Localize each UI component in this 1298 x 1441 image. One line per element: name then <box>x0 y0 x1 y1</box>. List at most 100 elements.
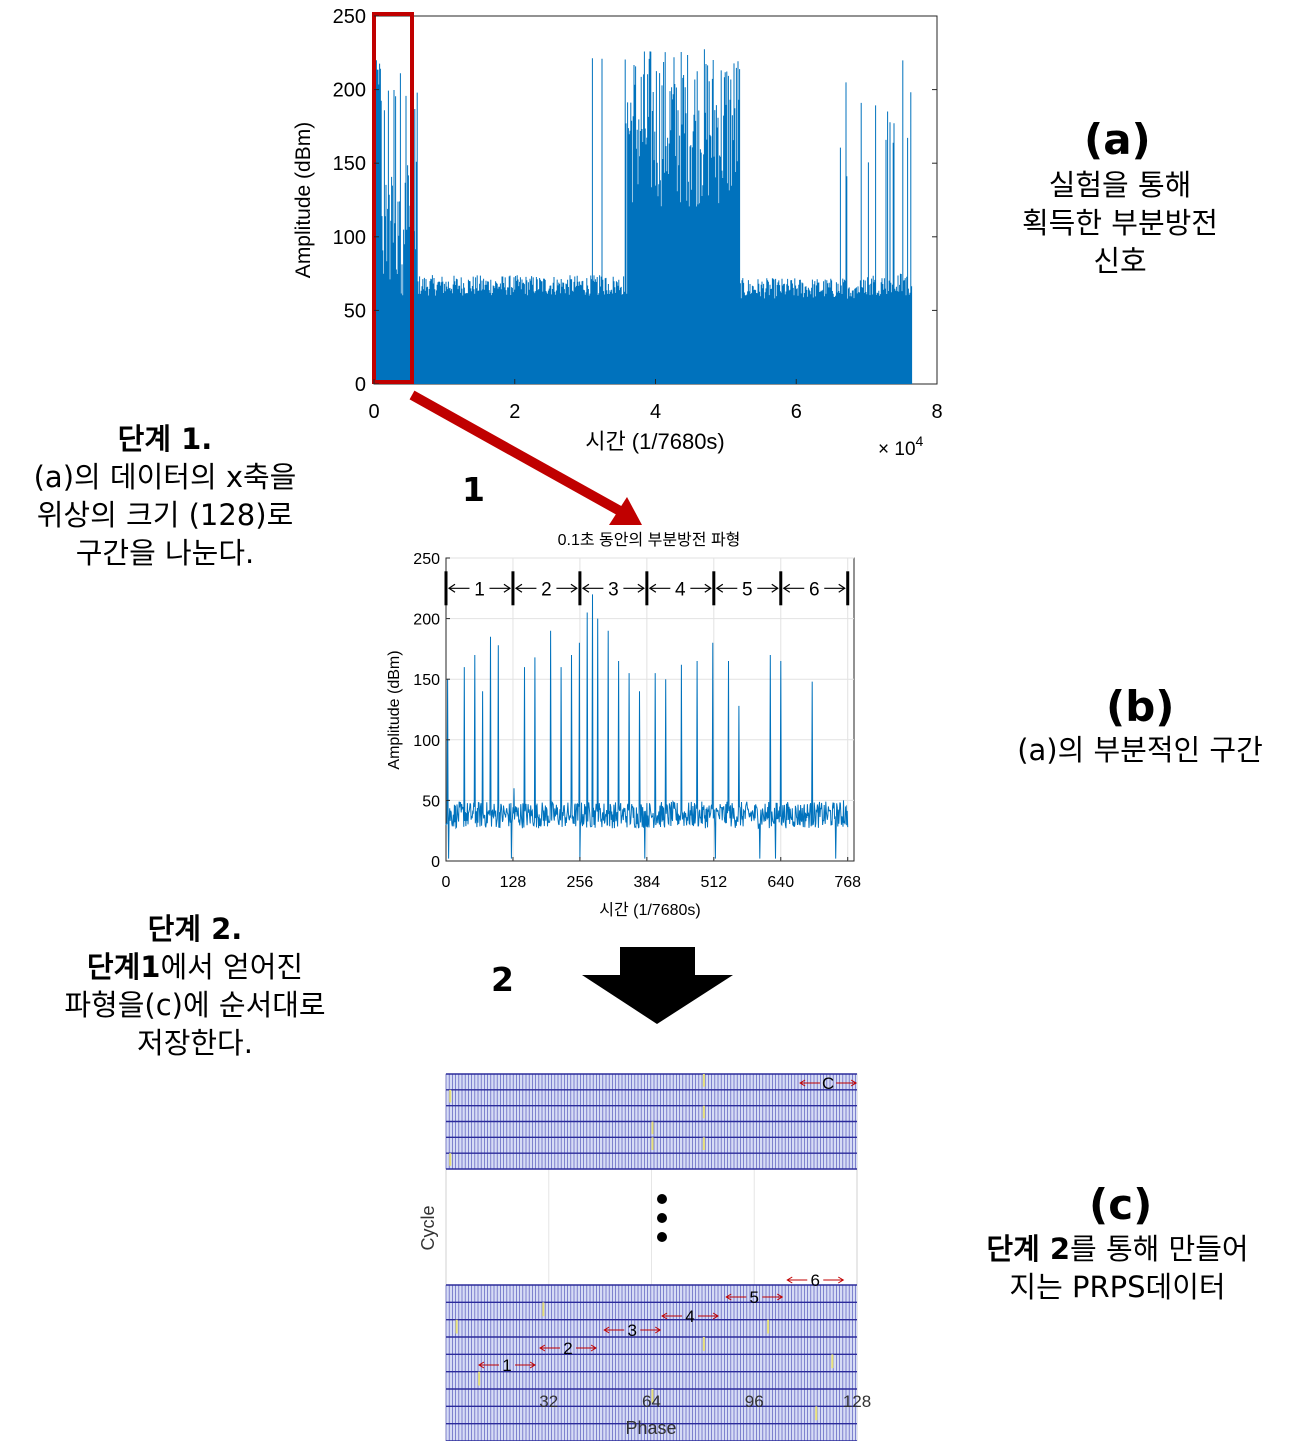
row-arrowhead <box>850 1079 858 1087</box>
panel-a-highlight-box <box>372 12 414 384</box>
prps-peak <box>651 1137 654 1150</box>
x-tick-label: 512 <box>700 874 727 891</box>
row-arrowhead <box>725 1293 732 1301</box>
segment-arrowhead <box>715 583 724 593</box>
panel-a-xticks: 0 2 4 6 8 <box>368 379 943 423</box>
x-tick-label: 64 <box>642 1392 661 1411</box>
x-tick-label: 768 <box>834 874 861 891</box>
panel-c-bottom-rows <box>445 1284 857 1441</box>
row-arrowhead <box>603 1326 610 1334</box>
step2-arrow <box>582 947 733 1024</box>
prps-peak <box>831 1354 834 1369</box>
x-tick-label: 128 <box>843 1392 871 1411</box>
y-tick-label: 200 <box>333 80 366 102</box>
row-arrowhead <box>712 1312 720 1320</box>
y-tick-label: 50 <box>422 793 440 810</box>
step1-arrow-number: 1 <box>462 470 485 509</box>
row-arrowhead <box>539 1344 546 1352</box>
row-label: 6 <box>811 1271 820 1290</box>
panel-b-title: 0.1초 동안의 부분방전 파형 <box>558 531 741 549</box>
panel-c-caption-line2: 지는 PRPS데이터 <box>1009 1270 1226 1304</box>
x-tick-label: 0 <box>442 874 451 891</box>
step2-line1-rest: 에서 얻어진 <box>160 950 304 984</box>
x-tick-label: 2 <box>509 401 520 423</box>
y-tick-label: 0 <box>431 854 440 871</box>
ellipsis-dots <box>657 1194 667 1242</box>
y-tick-label: 100 <box>413 733 440 750</box>
row-arrowhead <box>529 1361 536 1369</box>
row-label: 4 <box>685 1307 694 1326</box>
panel-c-row-labels: 1 2 3 4 5 6 C <box>478 1074 858 1375</box>
segment-arrowhead <box>771 583 779 593</box>
prps-peak <box>478 1371 481 1386</box>
x-tick-label: 8 <box>931 401 942 423</box>
row-label: 1 <box>502 1356 511 1375</box>
panel-b-ylabel: Amplitude (dBm) <box>386 650 403 769</box>
segment-arrowhead <box>447 583 456 593</box>
step1-line: (a)의 데이터의 x축을 <box>33 460 297 494</box>
step2-arrow-number: 2 <box>491 960 514 999</box>
x-tick-label: 32 <box>539 1392 558 1411</box>
row-arrowhead <box>654 1326 662 1334</box>
panel-b-label: (b) <box>1106 682 1175 731</box>
y-tick-label: 250 <box>413 551 440 568</box>
prps-peak <box>702 1074 705 1087</box>
x-tick-label: 4 <box>650 401 661 423</box>
segment-arrowhead <box>648 583 657 593</box>
row-arrowhead <box>661 1312 668 1320</box>
step2-line: 저장한다. <box>137 1026 253 1060</box>
panel-c-caption-rest: 를 통해 만들어 <box>1070 1232 1249 1266</box>
row-label: 2 <box>563 1339 572 1358</box>
x-tick-label: 0 <box>368 401 379 423</box>
step1-line: 위상의 크기 (128)로 <box>36 498 294 532</box>
x-tick-label: 256 <box>567 874 594 891</box>
segment-label: 3 <box>608 579 619 600</box>
segment-arrowhead <box>637 583 645 593</box>
prps-peak <box>449 1089 452 1103</box>
prps-peak <box>815 1406 818 1421</box>
y-tick-label: 150 <box>413 672 440 689</box>
panel-a-caption-line: 획득한 부분방전 <box>1022 206 1218 240</box>
panel-a-xlabel: 시간 (1/7680s) <box>585 429 725 454</box>
prps-peak <box>449 1153 452 1166</box>
panel-c-caption-line1: 단계 2를 통해 만들어 <box>945 1230 1290 1268</box>
panel-a-caption-line: 신호 <box>1093 244 1147 278</box>
step1-line: 구간을 나눈다. <box>75 536 255 570</box>
segment-arrowhead <box>782 583 791 593</box>
panel-c-caption-bold: 단계 2 <box>986 1232 1071 1266</box>
x-tick-label: 6 <box>791 401 802 423</box>
panel-b-xlabel: 시간 (1/7680s) <box>599 901 700 919</box>
segment-label: 5 <box>742 579 753 600</box>
segment-label: 6 <box>809 579 820 600</box>
row-arrowhead <box>799 1079 806 1087</box>
y-tick-label: 200 <box>413 612 440 629</box>
step2-line1-bold: 단계1 <box>86 950 161 984</box>
y-tick-label: 250 <box>333 6 366 28</box>
prps-peak <box>702 1105 705 1119</box>
top-row-label: C <box>822 1074 834 1093</box>
segment-label: 2 <box>541 579 552 600</box>
panel-a-ylabel: Amplitude (dBm) <box>292 122 315 278</box>
segment-label: 4 <box>675 579 686 600</box>
segment-arrowhead <box>503 583 512 593</box>
x-tick-label: 96 <box>745 1392 764 1411</box>
panel-b-caption: (a)의 부분적인 구간 <box>1017 733 1263 767</box>
y-tick-label: 50 <box>344 300 366 322</box>
panel-b-signal <box>445 594 849 859</box>
prps-peak <box>651 1121 654 1135</box>
step2-line: 파형을(c)에 순서대로 <box>64 988 326 1022</box>
panel-c-ylabel: Cycle <box>418 1205 438 1250</box>
segment-label: 1 <box>474 579 485 600</box>
y-tick-label: 100 <box>333 227 366 249</box>
prps-peak <box>542 1302 545 1317</box>
panel-c-caption: 단계 2를 통해 만들어 지는 PRPS데이터 <box>945 1230 1290 1306</box>
prps-peak <box>702 1337 705 1351</box>
panel-a-chart: 0 50 100 150 200 250 0 2 4 6 8 Amplitude (dBm) 시간… <box>292 6 943 460</box>
panel-a-x-multiplier: × 104 <box>878 433 924 460</box>
y-tick-label: 0 <box>355 374 366 396</box>
step2-text: 단계 2. 단계1에서 얻어진 파형을(c)에 순서대로 저장한다. <box>30 910 360 1062</box>
panel-b-segments: 1 2 3 4 5 6 <box>444 571 850 606</box>
segment-arrowhead <box>581 583 590 593</box>
prps-peak <box>651 1389 654 1403</box>
